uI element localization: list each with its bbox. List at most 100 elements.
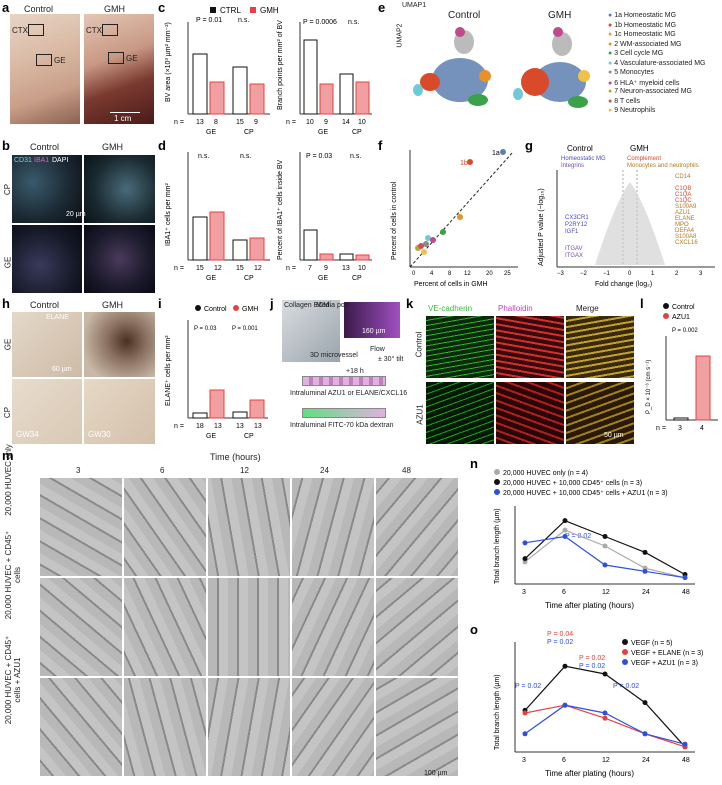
d-left-p2: n.s. — [240, 153, 251, 160]
ge-box-gmh — [108, 52, 124, 64]
m-row-1: 20,000 HUVEC + CD45⁺ cells — [4, 530, 22, 620]
g-gene-right-3: C1QC — [675, 198, 692, 204]
ge-box — [36, 54, 52, 66]
g-gmh-title: GMH — [630, 144, 649, 153]
b-scale-label: 20 µm — [66, 211, 86, 218]
data-point — [562, 527, 568, 533]
k-ve-title: VE-cadherin — [428, 304, 473, 313]
e-legend-item: ● 8 T cells — [608, 97, 640, 105]
panel-g: Control GMH Homeostatic MG Integrins Com… — [535, 142, 720, 292]
i-bar-cp-gmh — [249, 399, 265, 419]
i-p1: P = 0.03 — [194, 326, 217, 332]
j-channel-2 — [302, 408, 386, 418]
i-legend-ctrl-dot — [195, 305, 201, 311]
umap-plots — [413, 27, 590, 108]
f-xtick-4: 20 — [486, 271, 493, 277]
o-p-1: P = 0.02 — [547, 639, 573, 646]
f-label-1b: 1b — [460, 160, 468, 167]
g-gene-right-10: CXCL16 — [675, 240, 698, 246]
n-legend-1: 20,000 HUVEC + 10,000 CD45⁺ cells (n = 3… — [503, 480, 642, 487]
m-microscopy-image — [292, 578, 374, 676]
data-point — [522, 556, 528, 562]
x-tick-label: 3 — [522, 589, 526, 596]
c-rn-2: 14 — [342, 119, 350, 126]
f-xtick-2: 8 — [448, 271, 452, 277]
data-point — [602, 534, 608, 539]
x-tick-label: 3 — [522, 757, 526, 764]
x-tick-label: 48 — [682, 589, 690, 596]
g-xtick-2: −1 — [603, 271, 611, 277]
g-legend-2: Complement — [627, 156, 661, 162]
x-tick-label: 24 — [642, 589, 650, 596]
g-gene-left-4: ITGAX — [565, 253, 583, 259]
panel-o-svg: VEGF (n = 5) VEGF + ELANE (n = 3) VEGF +… — [494, 631, 703, 778]
c-left-plot: P = 0.01 n.s. BV area (×10³ µm² mm⁻²) — [165, 17, 270, 115]
m-microscopy-image — [376, 678, 458, 776]
o-legend-1: VEGF + ELANE (n = 3) — [631, 650, 703, 657]
f-point-1a — [500, 149, 506, 155]
j-microvessel-label: 3D microvessel — [310, 352, 358, 359]
k-azu1-ve — [426, 382, 494, 444]
k-control-label: Control — [414, 331, 424, 358]
e-legend-item: ● 1b Homeostatic MG — [608, 21, 677, 29]
g-volcano-cloud — [595, 182, 665, 265]
d-n-3: 12 — [254, 265, 262, 272]
i-group-cp: CP — [244, 433, 254, 440]
data-point — [562, 702, 568, 708]
f-label-1a: 1a — [492, 150, 500, 157]
m-microscopy-image — [124, 678, 206, 776]
data-point — [522, 540, 528, 546]
legend-ctrl: CTRL — [220, 6, 241, 15]
c-bar-ge-gmh — [209, 81, 225, 115]
data-point — [562, 534, 568, 539]
k-control-merge — [566, 316, 634, 378]
a-gmh-title: GMH — [104, 4, 125, 14]
c-rn-1: 9 — [324, 119, 328, 126]
m-time-2: 12 — [240, 466, 249, 475]
g-legend-0: Homeostatic MG — [561, 156, 606, 162]
c-n-0: 13 — [196, 119, 204, 126]
f-point-2 — [457, 214, 463, 220]
data-point — [602, 710, 608, 716]
e-control-title: Control — [448, 10, 481, 21]
d-n-0: 15 — [196, 265, 204, 272]
h-control-cp-image — [12, 379, 82, 444]
e-legend-item: ● 1c Homeostatic MG — [608, 31, 676, 38]
m-microscopy-image — [208, 678, 290, 776]
g-xtick-5: 2 — [675, 271, 679, 277]
m-microscopy-image — [40, 578, 122, 676]
i-bar-cp-ctrl — [232, 411, 248, 419]
umap-control — [413, 27, 491, 106]
l-legend-azu1-dot — [663, 313, 669, 319]
i-legend-ctrl: Control — [204, 306, 227, 313]
d-bar-ge-ctrl — [192, 216, 208, 261]
c-rn-label: n = — [286, 119, 296, 126]
g-gene-right-0: CD14 — [675, 174, 691, 180]
panel-label-l: l — [640, 296, 644, 311]
data-point — [602, 562, 608, 568]
panel-m: 3 6 12 24 48 100 µm — [40, 466, 458, 780]
b-control-title: Control — [30, 142, 60, 152]
n-p: P = 0.02 — [565, 533, 591, 540]
panel-label-c: c — [158, 0, 166, 15]
i-legend-gmh-dot — [233, 305, 239, 311]
k-phall-title: Phalloidin — [498, 304, 533, 313]
b-ge-label: GE — [3, 256, 13, 269]
d-n-2: 15 — [236, 265, 244, 272]
c-rgroup-ge: GE — [318, 129, 328, 136]
j-step2: Intraluminal FITC-70 kDa dextran — [290, 422, 394, 429]
x-tick-label: 48 — [682, 757, 690, 764]
f-point-6 — [430, 237, 436, 243]
data-point — [602, 671, 608, 677]
g-legend-3: Monocytes and neutrophils — [627, 163, 699, 169]
m-microscopy-image — [40, 478, 122, 576]
panel-label-i: i — [158, 296, 162, 311]
k-merge-title: Merge — [576, 304, 599, 313]
c-rbar-ge-ctrl — [303, 39, 318, 115]
gmh-brain-photo — [84, 14, 154, 124]
i-ylabel: ELANE⁺ cells per mm² — [165, 335, 172, 406]
m-microscopy-image — [124, 478, 206, 576]
h-gmh-title: GMH — [102, 300, 123, 310]
x-tick-label: 6 — [562, 757, 566, 764]
f-xtick-3: 12 — [464, 271, 471, 277]
